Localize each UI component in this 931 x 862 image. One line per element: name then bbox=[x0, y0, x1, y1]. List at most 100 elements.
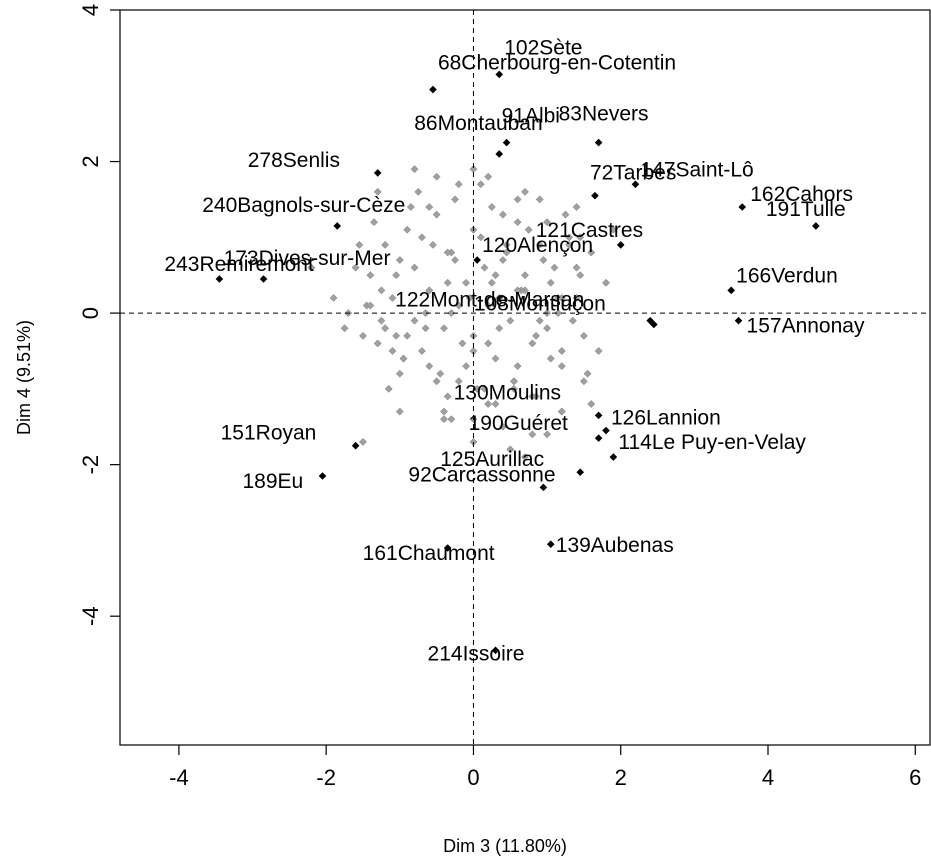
background-point bbox=[502, 248, 511, 257]
background-point bbox=[329, 293, 338, 302]
labeled-point bbox=[594, 138, 603, 147]
background-point bbox=[557, 293, 566, 302]
background-point bbox=[410, 263, 419, 272]
background-point bbox=[506, 445, 515, 454]
y-tick-label: 2 bbox=[78, 155, 103, 167]
background-point bbox=[403, 331, 412, 340]
background-point bbox=[388, 293, 397, 302]
point-label: 108Montluçon bbox=[474, 292, 606, 315]
point-label: 147Saint-Lô bbox=[640, 158, 753, 181]
labeled-point bbox=[495, 150, 504, 158]
background-point bbox=[432, 377, 441, 386]
background-point bbox=[473, 384, 482, 393]
background-point bbox=[414, 187, 423, 196]
background-point bbox=[458, 339, 467, 348]
background-point bbox=[521, 187, 529, 196]
labeled-point bbox=[259, 275, 268, 283]
background-points-layer bbox=[307, 165, 618, 462]
background-point bbox=[395, 369, 404, 378]
background-point bbox=[443, 248, 452, 257]
background-point bbox=[392, 271, 401, 280]
background-point bbox=[454, 301, 463, 310]
point-label: 243Remiremont bbox=[164, 253, 314, 276]
background-point bbox=[521, 453, 529, 462]
point-label: 162Cahors bbox=[750, 183, 853, 206]
background-point bbox=[440, 324, 448, 333]
background-point bbox=[532, 392, 540, 401]
background-point bbox=[543, 430, 552, 439]
background-point bbox=[462, 278, 471, 287]
point-label: 166Verdun bbox=[736, 264, 838, 287]
background-point bbox=[491, 271, 500, 280]
point-label: 151Royan bbox=[221, 422, 317, 445]
background-point bbox=[572, 203, 581, 211]
labeled-point bbox=[318, 472, 327, 480]
background-point bbox=[443, 392, 452, 401]
point-label: 126Lannion bbox=[611, 407, 721, 430]
point-label: 83Nevers bbox=[559, 103, 649, 126]
background-point bbox=[476, 180, 485, 189]
background-point bbox=[576, 233, 585, 242]
point-label: 121Castres bbox=[536, 219, 643, 242]
labeled-point bbox=[539, 483, 548, 492]
background-point bbox=[476, 233, 485, 242]
labeled-point bbox=[609, 453, 618, 461]
background-point bbox=[579, 377, 588, 386]
background-point bbox=[480, 263, 489, 272]
labeled-point bbox=[812, 222, 820, 230]
labeled-point bbox=[727, 286, 735, 295]
background-point bbox=[576, 271, 585, 280]
background-point bbox=[487, 278, 496, 287]
point-label: 240Bagnols-sur-Cèze bbox=[202, 194, 405, 217]
x-tick-label: 4 bbox=[762, 765, 774, 790]
background-point bbox=[524, 225, 533, 234]
point-label: 125Aurillac bbox=[440, 448, 544, 471]
background-point bbox=[373, 187, 382, 196]
background-point bbox=[513, 218, 522, 227]
labeled-point bbox=[576, 468, 585, 477]
background-point bbox=[399, 354, 408, 363]
labeled-point bbox=[650, 320, 658, 329]
background-point bbox=[381, 324, 390, 333]
background-point bbox=[432, 172, 441, 181]
background-point bbox=[436, 369, 445, 378]
labeled-point bbox=[602, 426, 610, 435]
point-label: 173Dives-sur-Mer bbox=[224, 247, 391, 270]
background-point bbox=[484, 339, 493, 348]
background-point bbox=[543, 218, 552, 227]
background-point bbox=[454, 377, 463, 386]
x-tick-label: 2 bbox=[615, 765, 627, 790]
background-point bbox=[377, 316, 386, 325]
background-point bbox=[484, 301, 493, 310]
labeled-point bbox=[738, 203, 747, 211]
background-point bbox=[583, 369, 592, 378]
background-point bbox=[417, 347, 426, 355]
background-point bbox=[557, 347, 566, 355]
point-label: 92Carcassonne bbox=[408, 463, 555, 486]
point-label: 120Alençon bbox=[482, 234, 593, 257]
background-point bbox=[550, 263, 559, 272]
labeled-point bbox=[594, 434, 603, 442]
point-label: 139Aubenas bbox=[556, 534, 674, 557]
background-point bbox=[510, 384, 518, 393]
background-point bbox=[579, 331, 588, 340]
background-point bbox=[491, 400, 500, 408]
background-point bbox=[392, 331, 401, 340]
background-point bbox=[432, 210, 441, 219]
background-point bbox=[425, 362, 434, 371]
background-point bbox=[359, 331, 367, 340]
background-point bbox=[510, 377, 518, 386]
background-point bbox=[561, 210, 570, 219]
point-label: 157Annonay bbox=[747, 315, 865, 338]
background-point bbox=[373, 339, 382, 348]
background-point bbox=[491, 354, 500, 363]
labeled-point bbox=[491, 646, 500, 655]
background-point bbox=[440, 407, 448, 416]
background-point bbox=[425, 286, 434, 295]
point-label: 102Sète bbox=[504, 36, 582, 59]
background-point bbox=[443, 278, 452, 287]
background-point bbox=[602, 278, 610, 287]
background-point bbox=[535, 316, 544, 325]
background-point bbox=[565, 240, 574, 249]
point-label: 161Chaumont bbox=[363, 542, 495, 565]
